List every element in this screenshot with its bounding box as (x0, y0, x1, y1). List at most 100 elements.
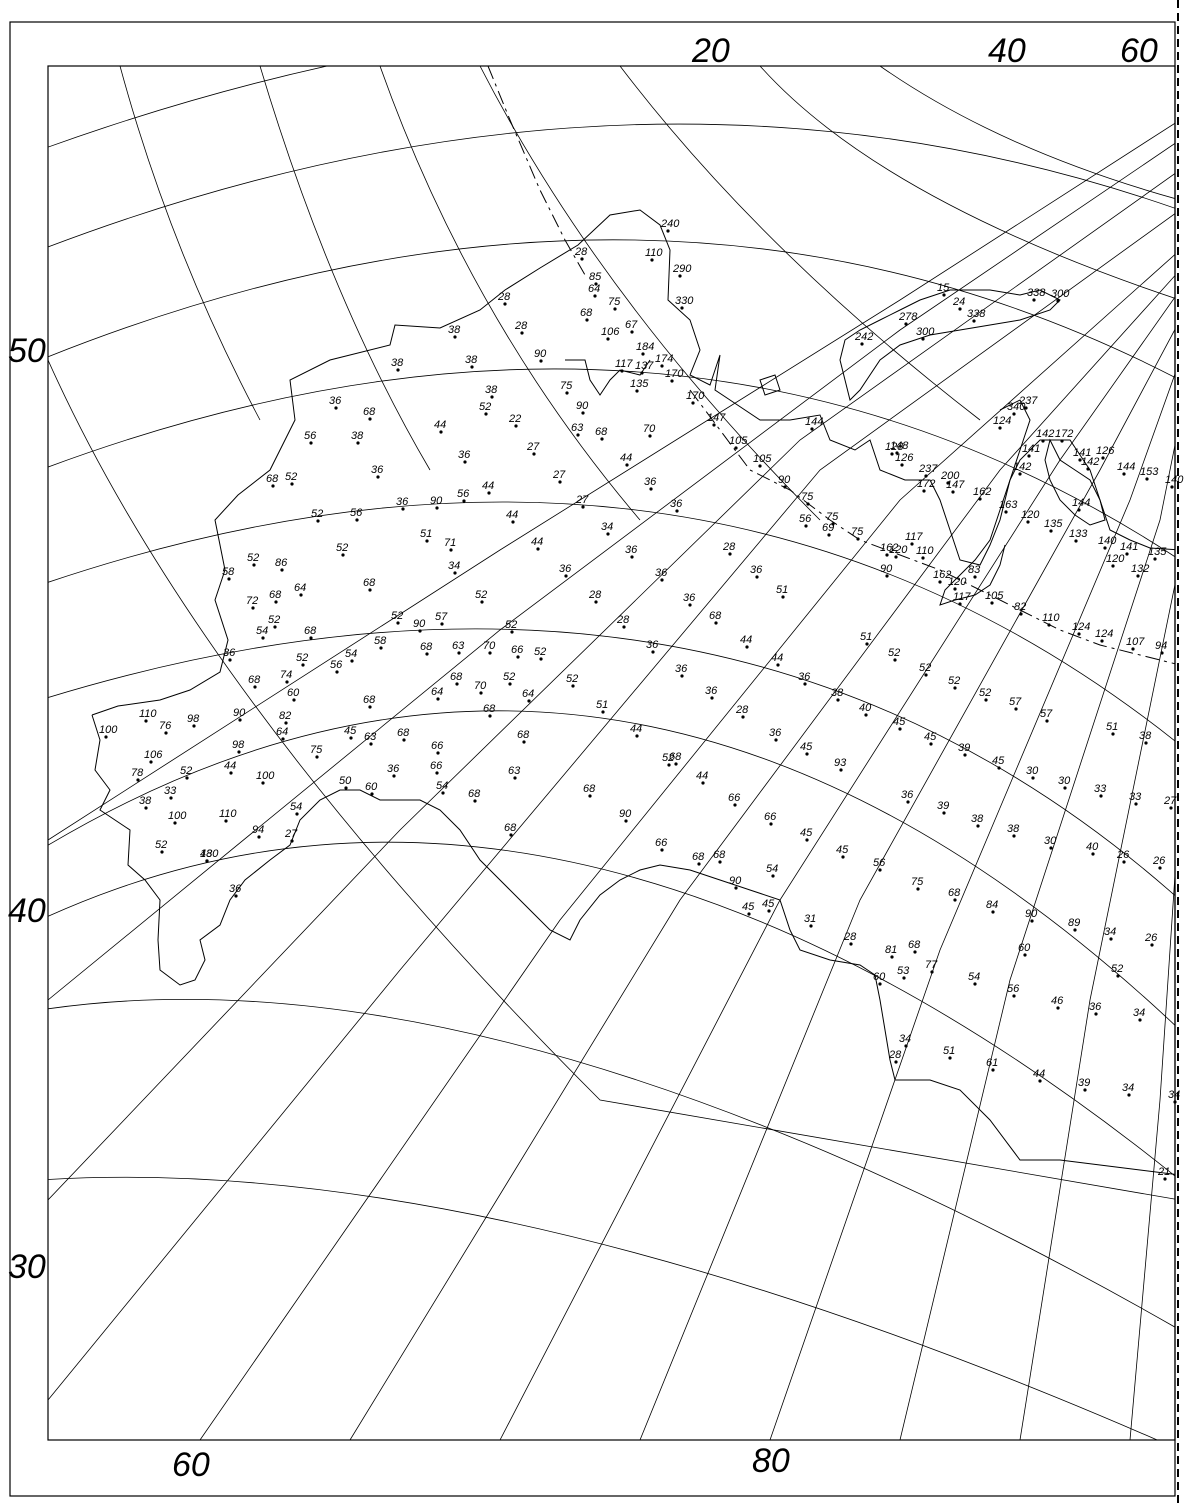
station-value-label: 240 (660, 218, 680, 230)
station-value-label: 36 (705, 685, 718, 697)
station-dot (284, 721, 288, 725)
station-marker: 45 (800, 827, 813, 842)
station-marker: 63 (452, 640, 465, 655)
station-marker: 27 (552, 469, 566, 484)
station-marker: 52 (979, 687, 991, 702)
station-marker: 120 (889, 544, 908, 559)
station-dot (666, 229, 670, 233)
station-value-label: 120 (948, 576, 967, 588)
station-marker: 36 (675, 663, 688, 678)
parallel-line (48, 628, 1175, 897)
station-value-label: 44 (531, 536, 543, 548)
station-dot (455, 682, 459, 686)
station-marker: 40 (1086, 841, 1099, 856)
station-value-label: 66 (511, 644, 524, 656)
latitude-label-left: 50 (8, 332, 46, 370)
station-marker: 52 (285, 471, 297, 486)
station-dot (921, 337, 925, 341)
station-dot (839, 768, 843, 772)
station-marker: 34 (1104, 926, 1116, 941)
station-dot (660, 578, 664, 582)
station-value-label: 69 (822, 522, 834, 534)
station-marker: 107 (1126, 636, 1145, 651)
station-marker: 34 (899, 1033, 911, 1048)
station-dot (890, 452, 894, 456)
station-value-label: 45 (836, 844, 849, 856)
station-marker: 117 (615, 358, 633, 373)
station-value-label: 90 (233, 707, 246, 719)
station-dot (984, 698, 988, 702)
station-value-label: 56 (799, 513, 812, 525)
station-dot (924, 673, 928, 677)
station-value-label: 38 (485, 384, 498, 396)
station-marker: 75 (608, 296, 621, 311)
station-value-label: 142 (1081, 456, 1099, 468)
station-value-label: 52 (948, 675, 960, 687)
station-marker: 36 (646, 639, 659, 654)
station-value-label: 28 (735, 704, 749, 716)
station-dot (401, 507, 405, 511)
station-marker: 100 (256, 770, 275, 785)
station-dot (1012, 412, 1016, 416)
station-marker: 66 (764, 811, 777, 826)
station-value-label: 77 (925, 959, 938, 971)
station-dot (368, 588, 372, 592)
station-dot (864, 713, 868, 717)
station-marker: 68 (397, 727, 410, 742)
station-marker: 38 (391, 357, 404, 372)
station-marker: 36 (223, 647, 236, 662)
station-value-label: 106 (144, 749, 163, 761)
station-marker: 56 (873, 857, 886, 872)
station-value-label: 135 (630, 378, 649, 390)
station-dot (335, 670, 339, 674)
station-marker: 68 (517, 729, 530, 744)
station-dot (473, 799, 477, 803)
station-dot (488, 651, 492, 655)
station-marker: 36 (625, 544, 638, 559)
station-marker: 86 (275, 557, 288, 572)
station-dot (514, 424, 518, 428)
station-marker: 26 (1152, 855, 1166, 870)
station-dot (1111, 732, 1115, 736)
station-dot (1073, 928, 1077, 932)
station-marker: 75 (851, 526, 864, 541)
station-value-label: 52 (285, 471, 297, 483)
station-marker: 200 (940, 470, 960, 485)
station-dot (904, 1044, 908, 1048)
station-marker: 68 (420, 641, 433, 656)
station-marker: 105 (753, 453, 772, 468)
station-marker: 110 (1042, 612, 1060, 627)
station-value-label: 81 (885, 944, 897, 956)
station-dot (436, 697, 440, 701)
station-value-label: 68 (363, 577, 376, 589)
station-dot (369, 742, 373, 746)
station-marker: 68 (483, 703, 496, 718)
station-value-label: 27 (552, 469, 566, 481)
station-marker: 132 (1131, 563, 1149, 578)
station-dot (522, 740, 526, 744)
station-value-label: 120 (889, 544, 908, 556)
station-marker: 44 (482, 480, 494, 495)
station-value-label: 34 (899, 1033, 911, 1045)
station-dot (480, 600, 484, 604)
station-dot (906, 800, 910, 804)
station-value-label: 124 (1072, 621, 1090, 633)
station-value-label: 107 (1126, 636, 1145, 648)
station-marker: 172 (1055, 428, 1073, 443)
station-value-label: 75 (560, 380, 573, 392)
station-value-label: 124 (1095, 628, 1113, 640)
station-marker: 39 (1078, 1077, 1090, 1092)
station-marker: 52 (505, 619, 517, 634)
station-marker: 45 (992, 755, 1005, 770)
station-dot (281, 737, 285, 741)
station-marker: 56 (304, 430, 317, 445)
station-dot (1078, 458, 1082, 462)
station-dot (910, 542, 914, 546)
station-dot (804, 524, 808, 528)
station-marker: 124 (1072, 621, 1090, 636)
station-dot (1150, 943, 1154, 947)
station-dot (774, 738, 778, 742)
station-marker: 68 (713, 849, 726, 864)
station-dot (953, 686, 957, 690)
station-dot (299, 593, 303, 597)
